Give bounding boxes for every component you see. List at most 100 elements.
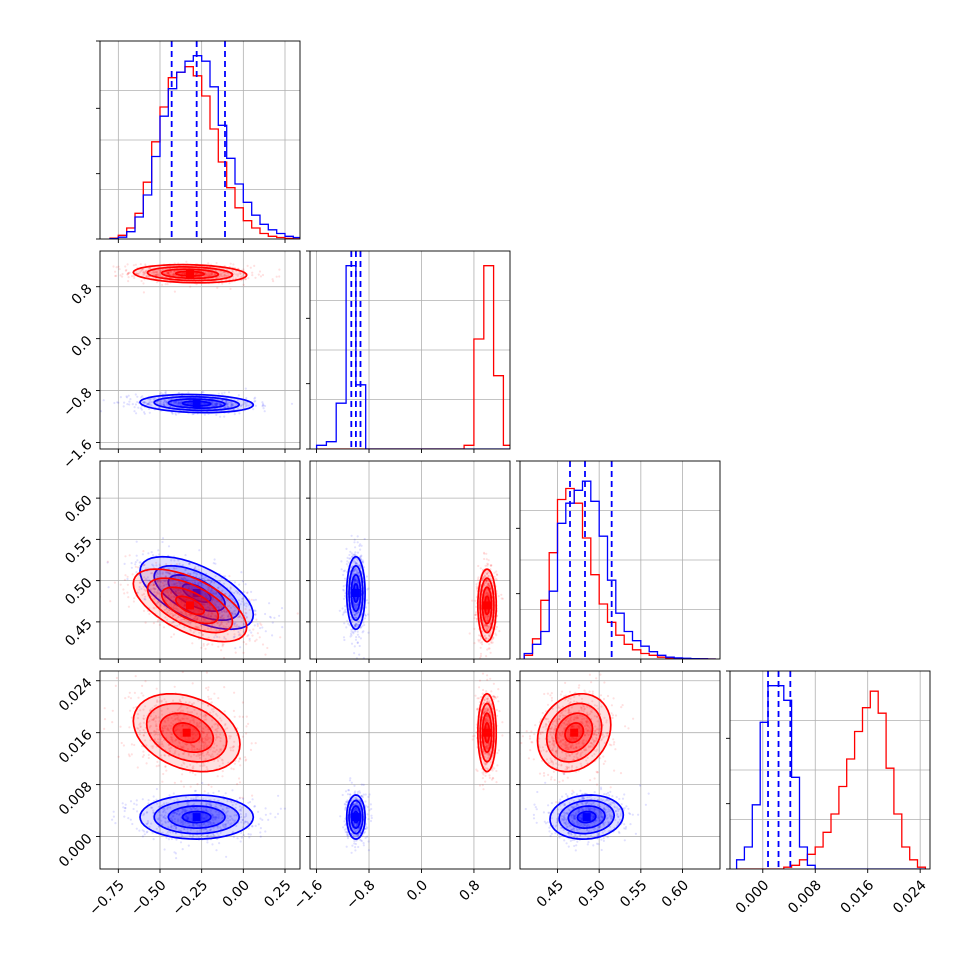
scatter-point (354, 579, 357, 582)
scatter-point (473, 617, 476, 620)
scatter-point (341, 613, 345, 616)
scatter-point (137, 727, 140, 730)
scatter-point (161, 727, 164, 730)
scatter-point (500, 597, 503, 600)
scatter-point (201, 633, 204, 637)
scatter-point (362, 630, 365, 633)
scatter-point (145, 274, 148, 277)
scatter-point (213, 614, 216, 618)
scatter-point (488, 584, 491, 587)
scatter-point (225, 598, 228, 602)
scatter-point (198, 754, 201, 757)
scatter-point (215, 591, 218, 594)
scatter-point (485, 627, 488, 630)
scatter-point (177, 400, 180, 403)
scatter-point (169, 580, 172, 583)
scatter-point (170, 746, 173, 749)
scatter-point (161, 537, 165, 540)
scatter-point (207, 783, 210, 787)
scatter-point (111, 721, 114, 724)
scatter-point (152, 581, 155, 585)
scatter-point (353, 568, 356, 571)
scatter-point (165, 400, 168, 403)
scatter-point (208, 609, 212, 612)
scatter-point (360, 555, 363, 558)
scatter-point (223, 637, 226, 640)
scatter-point (220, 274, 223, 278)
scatter-point (177, 716, 180, 719)
scatter-point (138, 271, 142, 274)
scatter-point (218, 403, 221, 406)
scatter-point (356, 581, 359, 584)
scatter-point (356, 611, 359, 614)
scatter-point (181, 272, 184, 275)
scatter-point (203, 744, 206, 747)
scatter-point (182, 599, 185, 602)
scatter-point (191, 595, 194, 598)
scatter-point (247, 598, 250, 601)
scatter-point (238, 625, 241, 628)
scatter-point (362, 657, 365, 659)
scatter-point (146, 576, 149, 579)
scatter-point (357, 571, 360, 574)
scatter-point (219, 403, 222, 406)
scatter-point (215, 404, 218, 407)
scatter-point (228, 278, 231, 281)
scatter-point (184, 577, 187, 581)
scatter-point (154, 271, 157, 274)
scatter-point (216, 286, 219, 289)
scatter-point (486, 592, 489, 595)
scatter-point (127, 753, 130, 756)
scatter-point (208, 586, 211, 589)
scatter-point (168, 572, 171, 575)
scatter-point (181, 709, 185, 712)
scatter-point (184, 592, 187, 595)
scatter-point (251, 634, 254, 637)
scatter-point (353, 580, 356, 583)
scatter-point (172, 566, 175, 570)
scatter-point (191, 749, 194, 752)
scatter-point (206, 744, 209, 747)
scatter-point (367, 601, 370, 605)
scatter-point (185, 591, 188, 594)
scatter-point (486, 648, 489, 651)
scatter-point (485, 584, 488, 587)
scatter-point (180, 593, 183, 596)
scatter-point (170, 738, 173, 741)
scatter-point (353, 569, 356, 572)
scatter-point (206, 643, 209, 647)
scatter-point (208, 272, 211, 275)
scatter-point (351, 573, 354, 576)
scatter-point (186, 710, 189, 714)
scatter-point (217, 620, 220, 623)
scatter-point (144, 567, 148, 570)
scatter-point (140, 578, 143, 581)
scatter-point (352, 631, 355, 634)
scatter-point (199, 753, 202, 756)
scatter-point (169, 405, 172, 408)
scatter-point (473, 614, 476, 617)
scatter-point (238, 614, 241, 618)
scatter-point (493, 571, 496, 574)
scatter-point (175, 563, 178, 566)
scatter-point (200, 631, 203, 635)
scatter-point (353, 579, 356, 582)
scatter-point (192, 595, 196, 599)
scatter-point (231, 269, 234, 272)
scatter-point (178, 591, 181, 594)
scatter-point (149, 715, 152, 718)
scatter-point (200, 583, 203, 586)
scatter-point (214, 575, 217, 578)
scatter-point (483, 635, 486, 638)
scatter-point (252, 599, 255, 602)
scatter-point (193, 732, 196, 735)
density-peak (351, 589, 360, 597)
scatter-point (169, 572, 172, 575)
scatter-point (208, 596, 211, 599)
scatter-point (204, 580, 207, 583)
scatter-point (157, 572, 160, 576)
scatter-point (137, 272, 140, 275)
scatter-point (171, 738, 174, 742)
scatter-point (127, 605, 130, 608)
